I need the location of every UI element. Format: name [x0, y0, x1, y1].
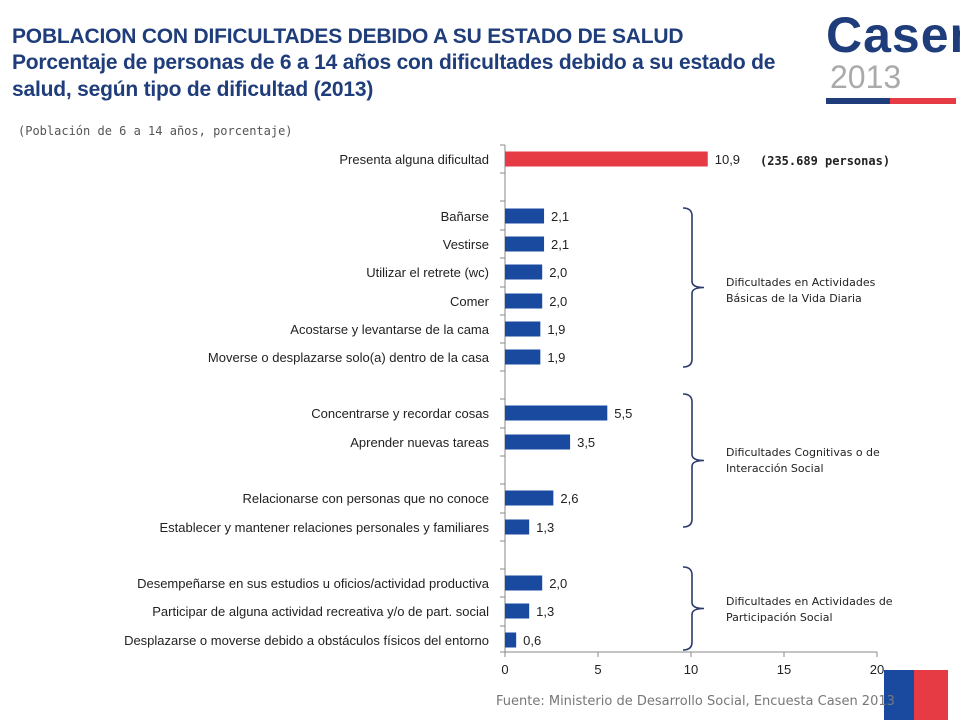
casen-logo: Casen 2013 — [826, 10, 960, 104]
category-label: Presenta alguna dificultad — [339, 152, 489, 167]
population-annotation: (235.689 personas) — [760, 154, 890, 168]
category-label: Desempeñarse en sus estudios u oficios/a… — [137, 576, 490, 591]
bar — [505, 519, 530, 535]
value-label: 10,9 — [715, 152, 740, 167]
category-label: Desplazarse o moverse debido a obstáculo… — [124, 633, 489, 648]
bar — [505, 349, 541, 365]
group-label-line2: Básicas de la Vida Diaria — [726, 292, 862, 305]
x-tick-label: 5 — [594, 662, 601, 677]
bar — [505, 236, 545, 252]
source-note: Fuente: Ministerio de Desarrollo Social,… — [496, 694, 895, 709]
group-label-line1: Dificultades en Actividades de — [726, 595, 893, 608]
bar — [505, 603, 530, 619]
page-title: POBLACION CON DIFICULTADES DEBIDO A SU E… — [12, 24, 802, 103]
x-tick-label: 0 — [501, 662, 508, 677]
logo-year: 2013 — [830, 59, 902, 95]
category-label: Relacionarse con personas que no conoce — [243, 491, 489, 506]
value-label: 0,6 — [523, 633, 541, 648]
category-label: Bañarse — [441, 209, 489, 224]
category-label: Establecer y mantener relaciones persona… — [160, 520, 490, 535]
category-label: Aprender nuevas tareas — [350, 435, 489, 450]
bar — [505, 293, 543, 309]
category-label: Participar de alguna actividad recreativ… — [152, 604, 489, 619]
value-label: 2,1 — [551, 237, 569, 252]
category-label: Acostarse y levantarse de la cama — [290, 322, 489, 337]
bar — [505, 434, 571, 450]
bar — [505, 632, 517, 648]
category-label: Comer — [450, 294, 490, 309]
value-label: 2,0 — [549, 576, 567, 591]
bar — [505, 151, 708, 167]
category-label: Moverse o desplazarse solo(a) dentro de … — [208, 350, 490, 365]
logo-bar-blue — [826, 98, 890, 104]
value-label: 3,5 — [577, 435, 595, 450]
group-brace — [682, 207, 705, 368]
category-label: Vestirse — [443, 237, 489, 252]
x-tick-label: 10 — [684, 662, 698, 677]
group-label-line2: Participación Social — [726, 611, 833, 624]
bar — [505, 264, 543, 280]
value-label: 2,0 — [549, 294, 567, 309]
group-label-line1: Dificultades en Actividades — [726, 276, 876, 289]
group-label-line2: Interacción Social — [726, 462, 824, 475]
bar — [505, 575, 543, 591]
value-label: 2,6 — [560, 491, 578, 506]
bar — [505, 490, 554, 506]
x-tick-label: 15 — [777, 662, 791, 677]
chart-subtitle: (Población de 6 a 14 años, porcentaje) — [18, 124, 293, 138]
logo-bar-red — [890, 98, 956, 104]
logo-word: Casen — [826, 7, 960, 63]
bar — [505, 208, 545, 224]
category-label: Utilizar el retrete (wc) — [366, 265, 489, 280]
group-brace — [682, 566, 705, 651]
value-label: 5,5 — [614, 406, 632, 421]
title-line-1: POBLACION CON DIFICULTADES DEBIDO A SU E… — [12, 25, 684, 48]
corner-flag-icon — [884, 670, 948, 720]
title-line-2: Porcentaje de personas de 6 a 14 años co… — [12, 51, 776, 101]
x-tick-label: 20 — [870, 662, 884, 677]
group-label-line1: Dificultades Cognitivas o de — [726, 446, 880, 459]
value-label: 2,1 — [551, 209, 569, 224]
value-label: 1,3 — [536, 604, 554, 619]
value-label: 1,9 — [547, 322, 565, 337]
value-label: 2,0 — [549, 265, 567, 280]
group-brace — [682, 393, 705, 528]
value-label: 1,3 — [536, 520, 554, 535]
value-label: 1,9 — [547, 350, 565, 365]
bar — [505, 321, 541, 337]
category-label: Concentrarse y recordar cosas — [311, 406, 489, 421]
bar — [505, 405, 608, 421]
